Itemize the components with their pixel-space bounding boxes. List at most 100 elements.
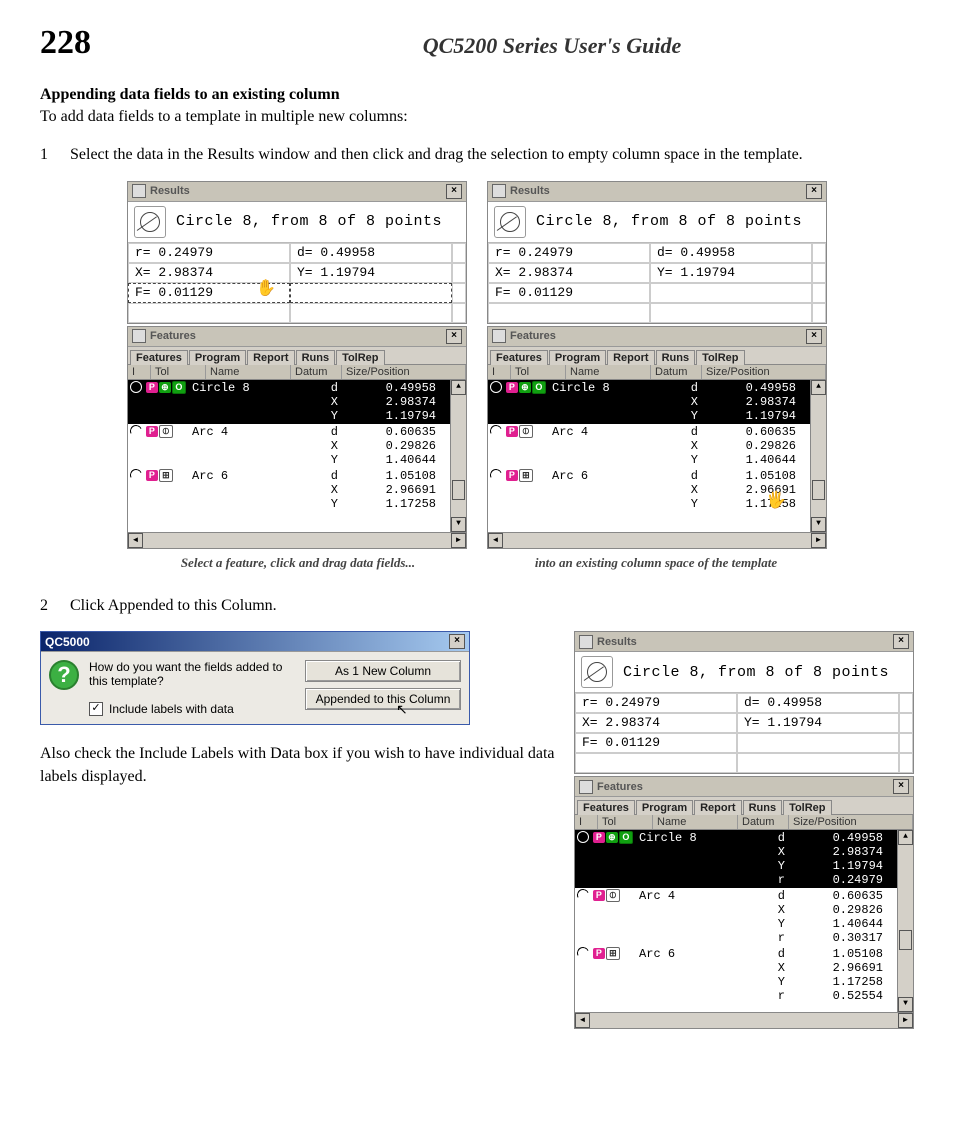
results-title-icon [132,184,146,198]
page-number: 228 [40,24,190,62]
rg-x[interactable]: X= 2.98374 [128,263,290,283]
scroll-down-icon[interactable]: ▼ [811,517,826,532]
close-icon[interactable]: × [806,329,822,344]
features-titlebar[interactable]: Features × [128,327,466,347]
tol-badges: P⦶ [504,425,550,438]
step-2-text: Click Appended to this Column. [70,597,277,614]
scrollbar-v[interactable]: ▲▼ [810,380,826,532]
scroll-down-icon[interactable]: ▼ [898,997,913,1012]
feature-row[interactable]: P⊞Arc 6 d1.05108X2.96691Y1.17258r0.52554 [575,946,913,1004]
results-window-final: Results × Circle 8, from 8 of 8 points r… [574,631,914,774]
tab-runs[interactable]: Runs [296,350,336,365]
circle-sketch-icon [581,656,613,688]
scroll-thumb[interactable] [899,930,912,950]
close-icon[interactable]: × [893,634,909,649]
tab-report[interactable]: Report [247,350,294,365]
checkbox-label: Include labels with data [109,702,234,716]
close-icon[interactable]: × [806,184,822,199]
col-size[interactable]: Size/Position [342,365,466,379]
results-title-icon [492,184,506,198]
dialog-titlebar[interactable]: QC5000 × [41,632,469,652]
col-name[interactable]: Name [206,365,291,379]
tol-badges: P⊕O [504,381,550,394]
results-titlebar[interactable]: Results × [488,182,826,202]
scrollbar-v[interactable]: ▲▼ [450,380,466,532]
feature-type-icon [488,423,503,438]
step-1: 1 Select the data in the Results window … [40,144,914,166]
right-window-stack: Results × Circle 8, from 8 of 8 points r… [487,181,827,549]
rg-y[interactable]: Y= 1.19794 [290,263,452,283]
tol-badges: P⊞ [591,947,637,960]
feature-values: d0.49958X2.98374Y1.19794r0.24979 [745,831,913,887]
as-1-new-column-button[interactable]: As 1 New Column [305,660,461,682]
circle-sketch-icon [494,206,526,238]
feature-row[interactable]: P⊕OCircle 8d0.49958X2.98374Y1.19794 [488,380,826,424]
feature-values: d0.49958X2.98374Y1.19794 [658,381,826,423]
results-titlebar[interactable]: Results × [128,182,466,202]
feature-values: d0.49958X2.98374Y1.19794 [298,381,466,423]
features-window-final: Features × Features Program Report Runs … [574,776,914,1029]
scroll-thumb[interactable] [452,480,465,500]
features-window-left: Features × Features Program Report Runs … [127,326,467,549]
tab-features[interactable]: Features [130,350,188,365]
feature-name: Circle 8 [637,831,708,845]
results-grid[interactable]: r= 0.24979 d= 0.49958 X= 2.98374 Y= 1.19… [128,243,466,323]
feature-values: d0.60635X0.29826Y1.40644r0.30317 [745,889,913,945]
features-body-final: P⊕OCircle 8d0.49958X2.98374Y1.19794r0.24… [575,830,913,1012]
feature-row[interactable]: P⦶Arc 4d0.60635X0.29826Y1.40644 [488,424,826,468]
feature-name: Arc 6 [637,947,708,961]
results-window-left: Results × Circle 8, from 8 of 8 points r… [127,181,467,324]
close-icon[interactable]: × [446,184,462,199]
col-tol[interactable]: Tol [151,365,206,379]
feature-type-icon [128,423,143,438]
feature-row[interactable]: P⊞Arc 6d1.05108X2.96691Y1.17258 [488,468,826,512]
feature-type-icon [490,381,502,393]
close-icon[interactable]: × [449,634,465,649]
feature-type-icon [488,467,503,482]
scrollbar-v[interactable]: ▲▼ [897,830,913,1012]
question-icon: ? [49,660,79,690]
intro-text: To add data fields to a template in mult… [40,106,914,128]
appended-to-this-column-button[interactable]: Appended to this Column ↖ [305,688,461,710]
feature-row[interactable]: P⦶Arc 4d0.60635X0.29826Y1.40644r0.30317 [575,888,913,946]
scroll-up-icon[interactable]: ▲ [898,830,913,845]
col-i[interactable]: I [128,365,151,379]
feature-name: Circle 8 [190,381,261,395]
rg-r[interactable]: r= 0.24979 [128,243,290,263]
rg-f-selected[interactable]: F= 0.01129 [128,283,290,303]
scrollbar-h[interactable]: ◄ ► [128,532,466,548]
feature-name: Arc 6 [190,469,261,483]
tol-badges: P⊞ [504,469,550,482]
tab-tolrep[interactable]: TolRep [336,350,384,365]
features-window-right: Features × Features Program Report Runs … [487,326,827,549]
results-title: Results [150,185,190,197]
close-icon[interactable]: × [446,329,462,344]
feature-row[interactable]: P⦶Arc 4d0.60635X0.29826Y1.40644 [128,424,466,468]
scroll-right-icon[interactable]: ► [451,533,466,548]
feature-type-icon [130,381,142,393]
circle-sketch-icon [134,206,166,238]
tab-program[interactable]: Program [189,350,246,365]
feature-values: d1.05108X2.96691Y1.17258 [298,469,466,511]
feature-values: d1.05108X2.96691Y1.17258r0.52554 [745,947,913,1003]
tol-badges: P⦶ [591,889,637,902]
feature-row[interactable]: P⊕OCircle 8d0.49958X2.98374Y1.19794r0.24… [575,830,913,888]
col-datum[interactable]: Datum [291,365,342,379]
include-labels-checkbox[interactable]: ✓ Include labels with data [89,702,295,716]
feature-type-icon [575,945,590,960]
checkbox-icon[interactable]: ✓ [89,702,103,716]
scroll-thumb[interactable] [812,480,825,500]
page-header: 228 QC5200 Series User's Guide [40,24,914,62]
feature-row[interactable]: P⊞Arc 6d1.05108X2.96691Y1.17258 [128,468,466,512]
results-body: Circle 8, from 8 of 8 points [128,202,466,243]
scroll-left-icon[interactable]: ◄ [128,533,143,548]
scroll-up-icon[interactable]: ▲ [811,380,826,395]
rg-d[interactable]: d= 0.49958 [290,243,452,263]
step-2: 2 Click Appended to this Column. [40,595,914,617]
feature-name: Arc 4 [550,425,621,439]
features-columns: I Tol Name Datum Size/Position [128,365,466,380]
close-icon[interactable]: × [893,779,909,794]
feature-row[interactable]: P⊕OCircle 8d0.49958X2.98374Y1.19794 [128,380,466,424]
scroll-up-icon[interactable]: ▲ [451,380,466,395]
scroll-down-icon[interactable]: ▼ [451,517,466,532]
